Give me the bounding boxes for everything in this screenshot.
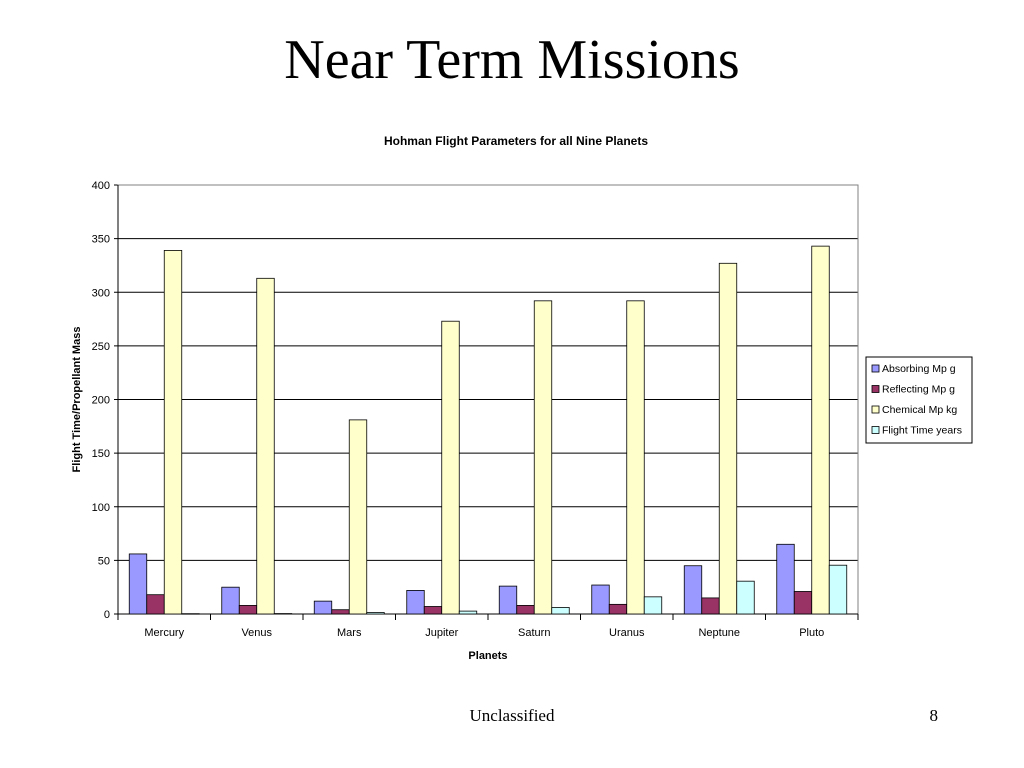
y-tick-label: 200 <box>92 395 110 407</box>
legend-label: Flight Time years <box>882 425 962 437</box>
x-tick-label: Venus <box>241 627 272 639</box>
bar <box>828 564 848 615</box>
bar <box>793 591 813 615</box>
bar <box>406 590 425 615</box>
bar <box>551 607 570 615</box>
bar <box>163 250 183 615</box>
y-tick-label: 300 <box>92 287 110 299</box>
bar <box>811 245 830 615</box>
x-tick-label: Mars <box>337 627 362 639</box>
bar <box>718 262 738 615</box>
y-tick-label: 0 <box>104 609 110 621</box>
bar <box>683 565 703 615</box>
y-tick-label: 400 <box>92 180 110 192</box>
bar <box>441 320 460 615</box>
bar <box>423 606 443 615</box>
bar <box>626 300 645 615</box>
x-tick-label: Neptune <box>698 627 740 639</box>
bar <box>608 603 628 615</box>
bar <box>273 613 293 615</box>
bar <box>498 585 518 615</box>
bar <box>736 580 755 615</box>
legend-box <box>865 356 973 444</box>
bar <box>348 419 368 615</box>
y-tick-label: 350 <box>92 234 110 246</box>
legend-swatch <box>871 385 880 393</box>
bar <box>643 596 663 615</box>
legend-label: Chemical Mp kg <box>882 404 957 416</box>
legend-swatch <box>871 426 880 434</box>
chart-title: Hohman Flight Parameters for all Nine Pl… <box>384 134 648 148</box>
y-tick-label: 100 <box>92 502 110 514</box>
y-tick-label: 50 <box>98 555 110 567</box>
x-tick-label: Uranus <box>609 627 645 639</box>
x-tick-label: Saturn <box>518 627 550 639</box>
page-number: 8 <box>929 706 939 725</box>
bar <box>516 605 535 615</box>
legend-swatch <box>871 364 880 373</box>
x-axis-label: Planets <box>468 650 507 662</box>
legend-label: Absorbing Mp g <box>882 363 956 375</box>
x-tick-label: Jupiter <box>425 627 458 639</box>
bar <box>366 612 385 615</box>
legend-label: Reflecting Mp g <box>882 384 955 396</box>
bar <box>776 543 795 615</box>
bar <box>181 613 200 615</box>
bar <box>221 586 240 615</box>
bar <box>256 277 275 615</box>
bar <box>128 553 148 615</box>
y-tick-label: 250 <box>92 341 110 353</box>
legend-swatch <box>871 405 880 414</box>
bar <box>331 609 350 615</box>
x-tick-label: Mercury <box>144 627 184 639</box>
classification-footer: Unclassified <box>469 706 555 725</box>
y-axis-label: Flight Time/Propellant Mass <box>71 327 83 473</box>
bar <box>458 610 478 615</box>
y-tick-label: 150 <box>92 448 110 460</box>
slide-title: Near Term Missions <box>284 29 740 91</box>
bar <box>591 584 610 615</box>
bar <box>313 600 333 615</box>
bar <box>533 300 553 615</box>
bar <box>701 597 720 615</box>
bar <box>238 605 258 615</box>
x-tick-label: Pluto <box>799 627 824 639</box>
bar <box>146 594 165 615</box>
